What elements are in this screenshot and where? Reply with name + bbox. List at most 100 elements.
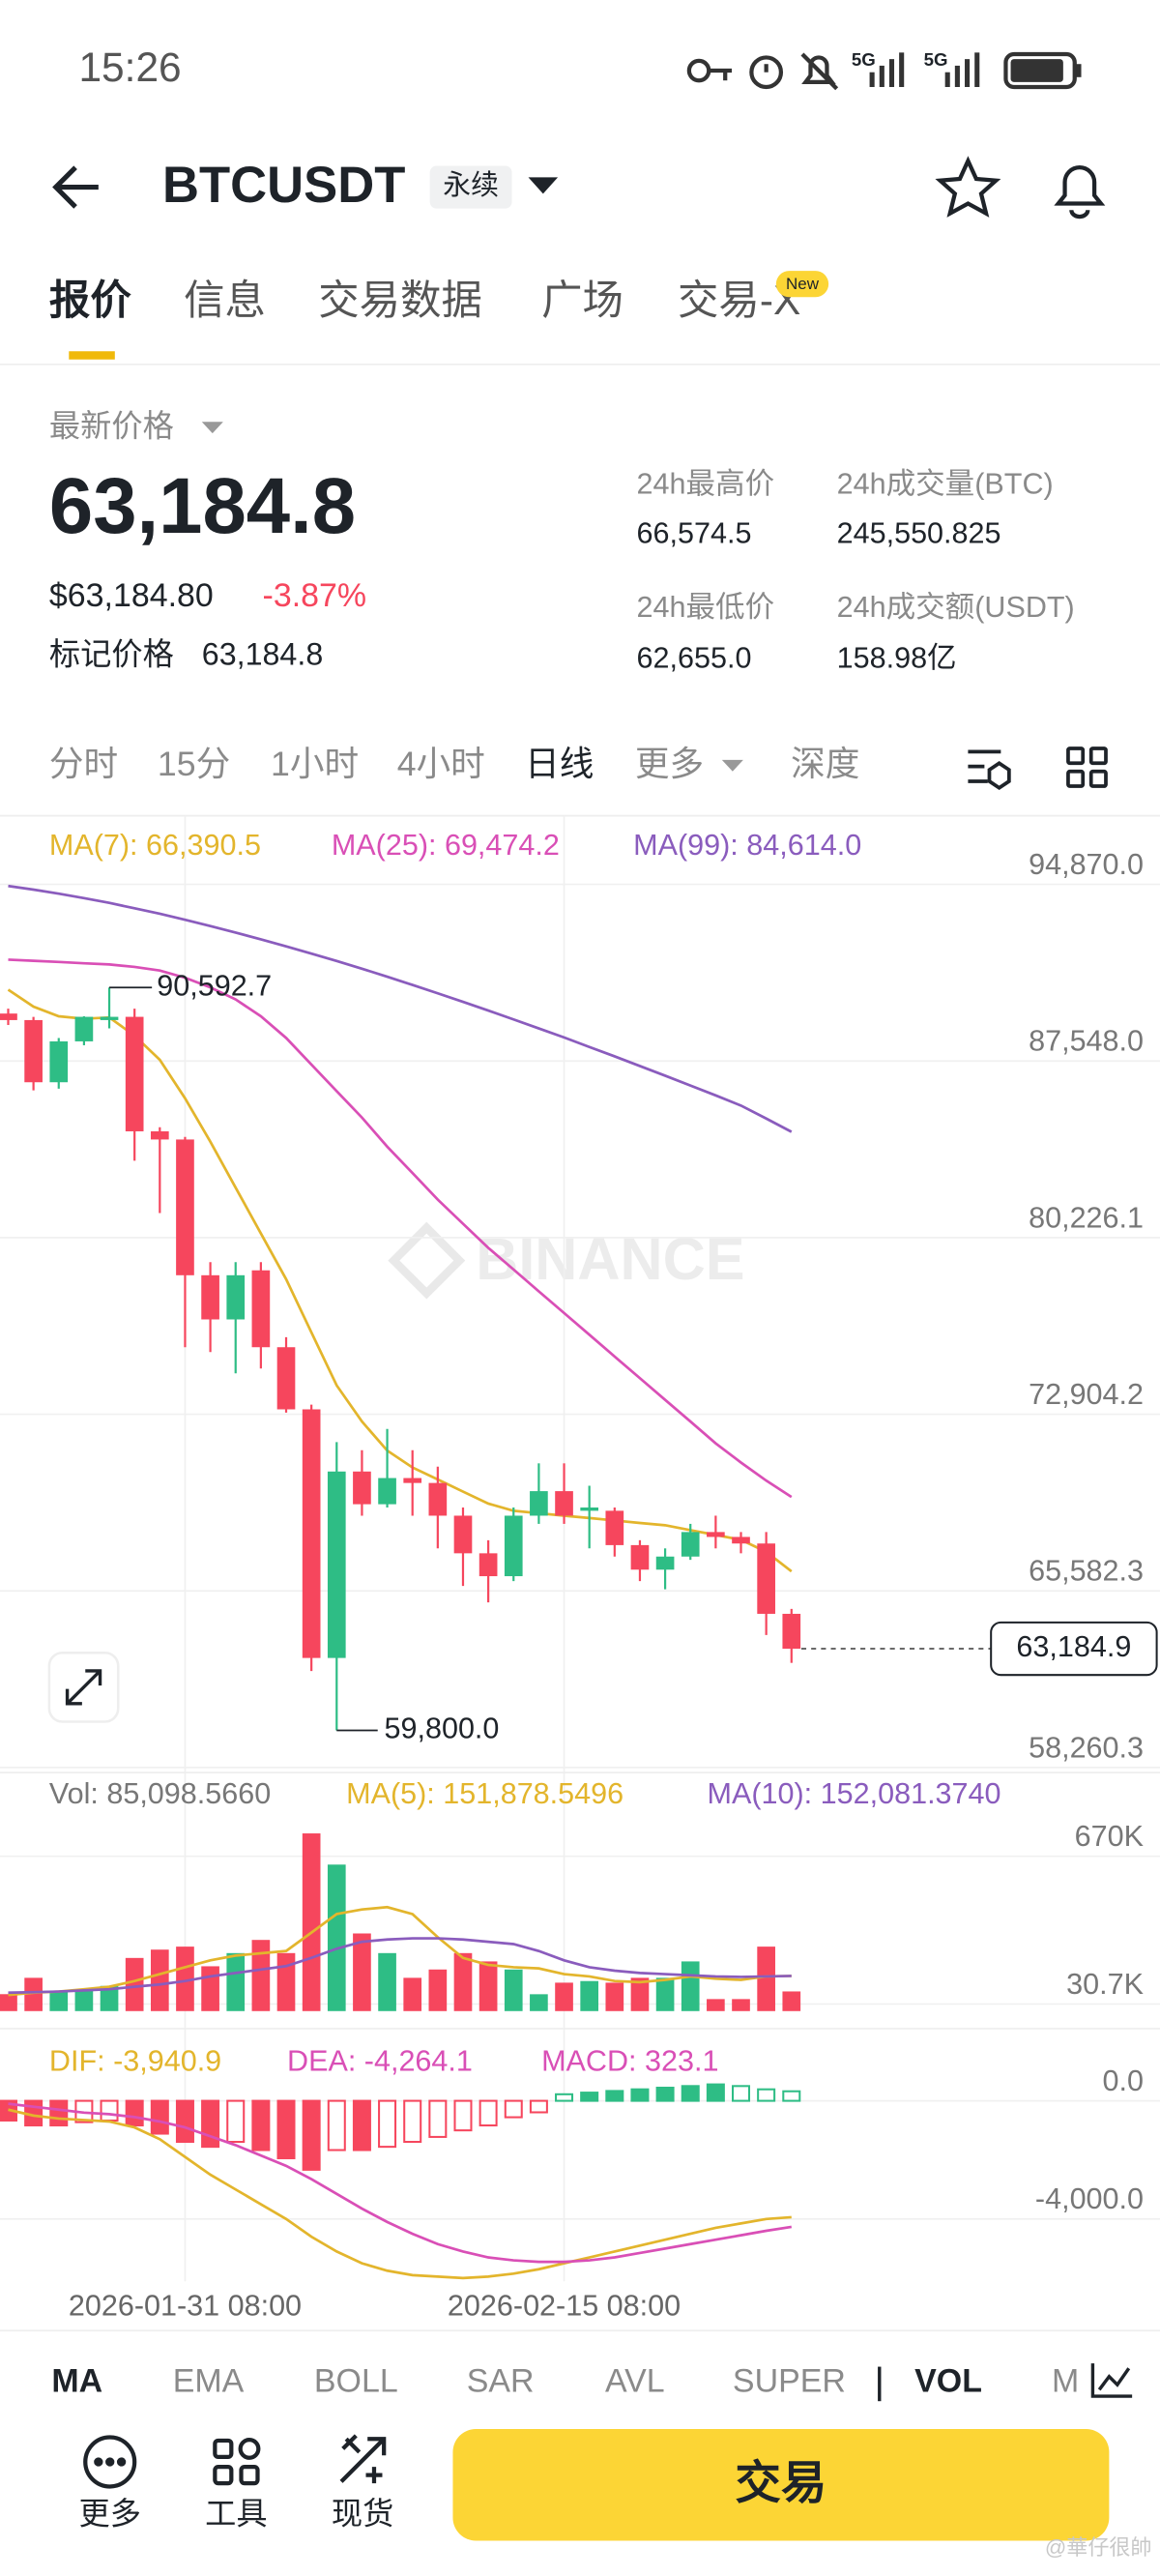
indicator-tab[interactable]: SUPER — [733, 2363, 846, 2400]
trade-button[interactable] — [452, 2429, 1110, 2541]
interval[interactable]: 深度 — [791, 745, 859, 783]
contract-tag — [429, 165, 512, 209]
candle-body — [732, 1537, 750, 1544]
volume-bar — [302, 1833, 321, 2011]
watermark: BINANCE — [476, 1226, 744, 1292]
interval[interactable]: 日线 — [525, 745, 594, 783]
symbol-dropdown[interactable] — [528, 177, 559, 194]
candle-body — [782, 1613, 801, 1650]
macd-bar — [201, 2099, 220, 2149]
indicator-tab[interactable]: AVL — [605, 2363, 665, 2400]
macd-bar — [529, 2099, 548, 2114]
interval[interactable]: 1小时 — [271, 745, 359, 783]
interval[interactable]: 更多 — [635, 745, 704, 783]
volume-bar — [0, 1994, 17, 2011]
candle-body — [681, 1532, 700, 1557]
interval[interactable]: 15分 — [158, 745, 230, 783]
volume-bar — [428, 1969, 448, 2011]
nav-label[interactable]: 工具 — [205, 2497, 267, 2532]
y-tick-label: -4,000.0 — [1035, 2182, 1144, 2215]
tab[interactable]: 交易数据 — [318, 278, 482, 323]
nav-label[interactable]: 现货 — [332, 2497, 393, 2532]
expand-icon — [65, 1669, 102, 1706]
macd-bar — [580, 2092, 599, 2102]
volume-bar — [150, 1949, 169, 2011]
volume-bar — [378, 1952, 396, 2011]
indicator-tab[interactable]: BOLL — [314, 2363, 398, 2400]
network-label: 5G — [924, 49, 948, 70]
candle-body — [403, 1478, 422, 1483]
macd-bar — [453, 2099, 473, 2132]
candle-body — [353, 1471, 371, 1505]
volume-bar — [327, 1864, 346, 2011]
volume-bar — [24, 1977, 43, 2011]
legend-label: MA(7): 66,390.5 — [49, 829, 261, 862]
macd-bar — [49, 2099, 69, 2127]
volume-bar — [251, 1940, 271, 2011]
y-tick-label: 65,582.3 — [1029, 1555, 1144, 1588]
candle-body — [100, 1016, 119, 1020]
candle-body — [478, 1553, 498, 1577]
interval[interactable]: 分时 — [49, 745, 118, 783]
status-time: 15:26 — [78, 44, 181, 90]
new-badge — [775, 271, 829, 298]
macd-bar — [150, 2099, 169, 2135]
dropdown-caret[interactable] — [201, 422, 223, 434]
volume-bar — [707, 1999, 725, 2011]
layout-toggle[interactable] — [1066, 746, 1108, 788]
candle-body — [555, 1491, 573, 1516]
indicator-line — [8, 1937, 792, 1995]
alert-button[interactable] — [1054, 165, 1106, 220]
back-button[interactable] — [52, 165, 99, 209]
macd-bar — [605, 2090, 624, 2102]
candle-body — [707, 1532, 725, 1537]
candle-body — [251, 1270, 271, 1348]
indicator-tab[interactable]: VOL — [914, 2363, 982, 2400]
contract-label: 永续 — [443, 170, 499, 201]
tab[interactable]: 报价 — [49, 278, 131, 323]
y-tick-label: 72,904.2 — [1029, 1378, 1144, 1411]
indicator-tab[interactable]: EMA — [173, 2363, 245, 2400]
candle-body — [125, 1016, 144, 1131]
indicator-settings[interactable] — [1090, 2363, 1133, 2398]
candle-body — [302, 1409, 321, 1658]
symbol[interactable]: BTCUSDT — [162, 157, 405, 214]
macd-bar — [782, 2090, 801, 2102]
charts: 2026-01-31 08:00 2026-02-15 08:00 94,870.0… — [0, 815, 1160, 2323]
nav-label[interactable]: 更多 — [78, 2497, 140, 2532]
indicator-tab[interactable]: SAR — [467, 2363, 535, 2400]
macd-bar — [378, 2099, 397, 2149]
volume-bar — [453, 1952, 473, 2011]
volume-bar — [757, 1947, 775, 2011]
spot-icon[interactable] — [339, 2434, 387, 2484]
y-tick-label: 94,870.0 — [1029, 848, 1144, 881]
macd-bar — [706, 2083, 725, 2102]
volume-bar — [630, 1977, 650, 2011]
more-icon[interactable] — [83, 2435, 137, 2489]
interval[interactable]: 4小时 — [397, 745, 485, 783]
chart-settings[interactable] — [968, 749, 1011, 790]
indicator-tab[interactable]: MA — [51, 2363, 102, 2400]
dropdown-caret[interactable] — [721, 759, 743, 772]
stat-label: 24h最高价 — [637, 468, 775, 501]
tab[interactable]: 信息 — [184, 278, 266, 323]
indicator-line — [8, 884, 793, 1133]
indicator-tab[interactable]: M — [1052, 2363, 1079, 2400]
indicator-settings-bg — [1083, 2353, 1160, 2414]
x-tick-label: 2026-02-15 08:00 — [448, 2290, 681, 2323]
tab-indicator — [69, 351, 115, 360]
macd-bar — [226, 2099, 246, 2144]
tools-icon[interactable] — [213, 2437, 261, 2486]
favorite-button[interactable] — [935, 156, 1001, 218]
legend-label: MA(25): 69,474.2 — [332, 829, 560, 862]
volume-bar — [176, 1947, 194, 2011]
y-tick-label: 58,260.3 — [1029, 1731, 1144, 1764]
price-change: -3.87% — [263, 577, 367, 614]
volume-bar — [226, 1952, 246, 2011]
candle-body — [453, 1515, 473, 1554]
indicator-line — [8, 1905, 792, 1997]
tab[interactable]: 广场 — [541, 278, 624, 323]
volume-bar — [478, 1961, 498, 2011]
